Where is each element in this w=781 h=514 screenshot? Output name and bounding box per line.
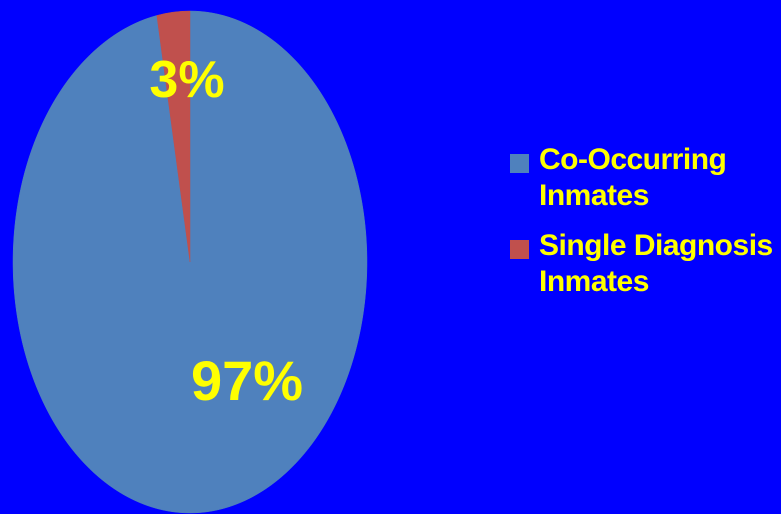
legend-swatch-single-diagnosis (510, 240, 529, 259)
legend-swatch-co-occurring (510, 154, 529, 173)
legend-label-single-diagnosis: Single Diagnosis Inmates (539, 229, 773, 298)
legend-item-co-occurring: Co-Occurring Inmates (510, 142, 775, 214)
data-label-single-diagnosis: 3% (149, 51, 224, 109)
pie-data-labels: 97% 3% (149, 51, 303, 412)
legend-item-single-diagnosis: Single Diagnosis Inmates (510, 228, 775, 300)
pie-slices (12, 10, 368, 514)
legend-label-co-occurring: Co-Occurring Inmates (539, 143, 727, 212)
chart-legend: Co-Occurring Inmates Single Diagnosis In… (510, 142, 775, 314)
data-label-co-occurring: 97% (191, 349, 303, 412)
pie-slice-single-diagnosis (156, 10, 191, 263)
